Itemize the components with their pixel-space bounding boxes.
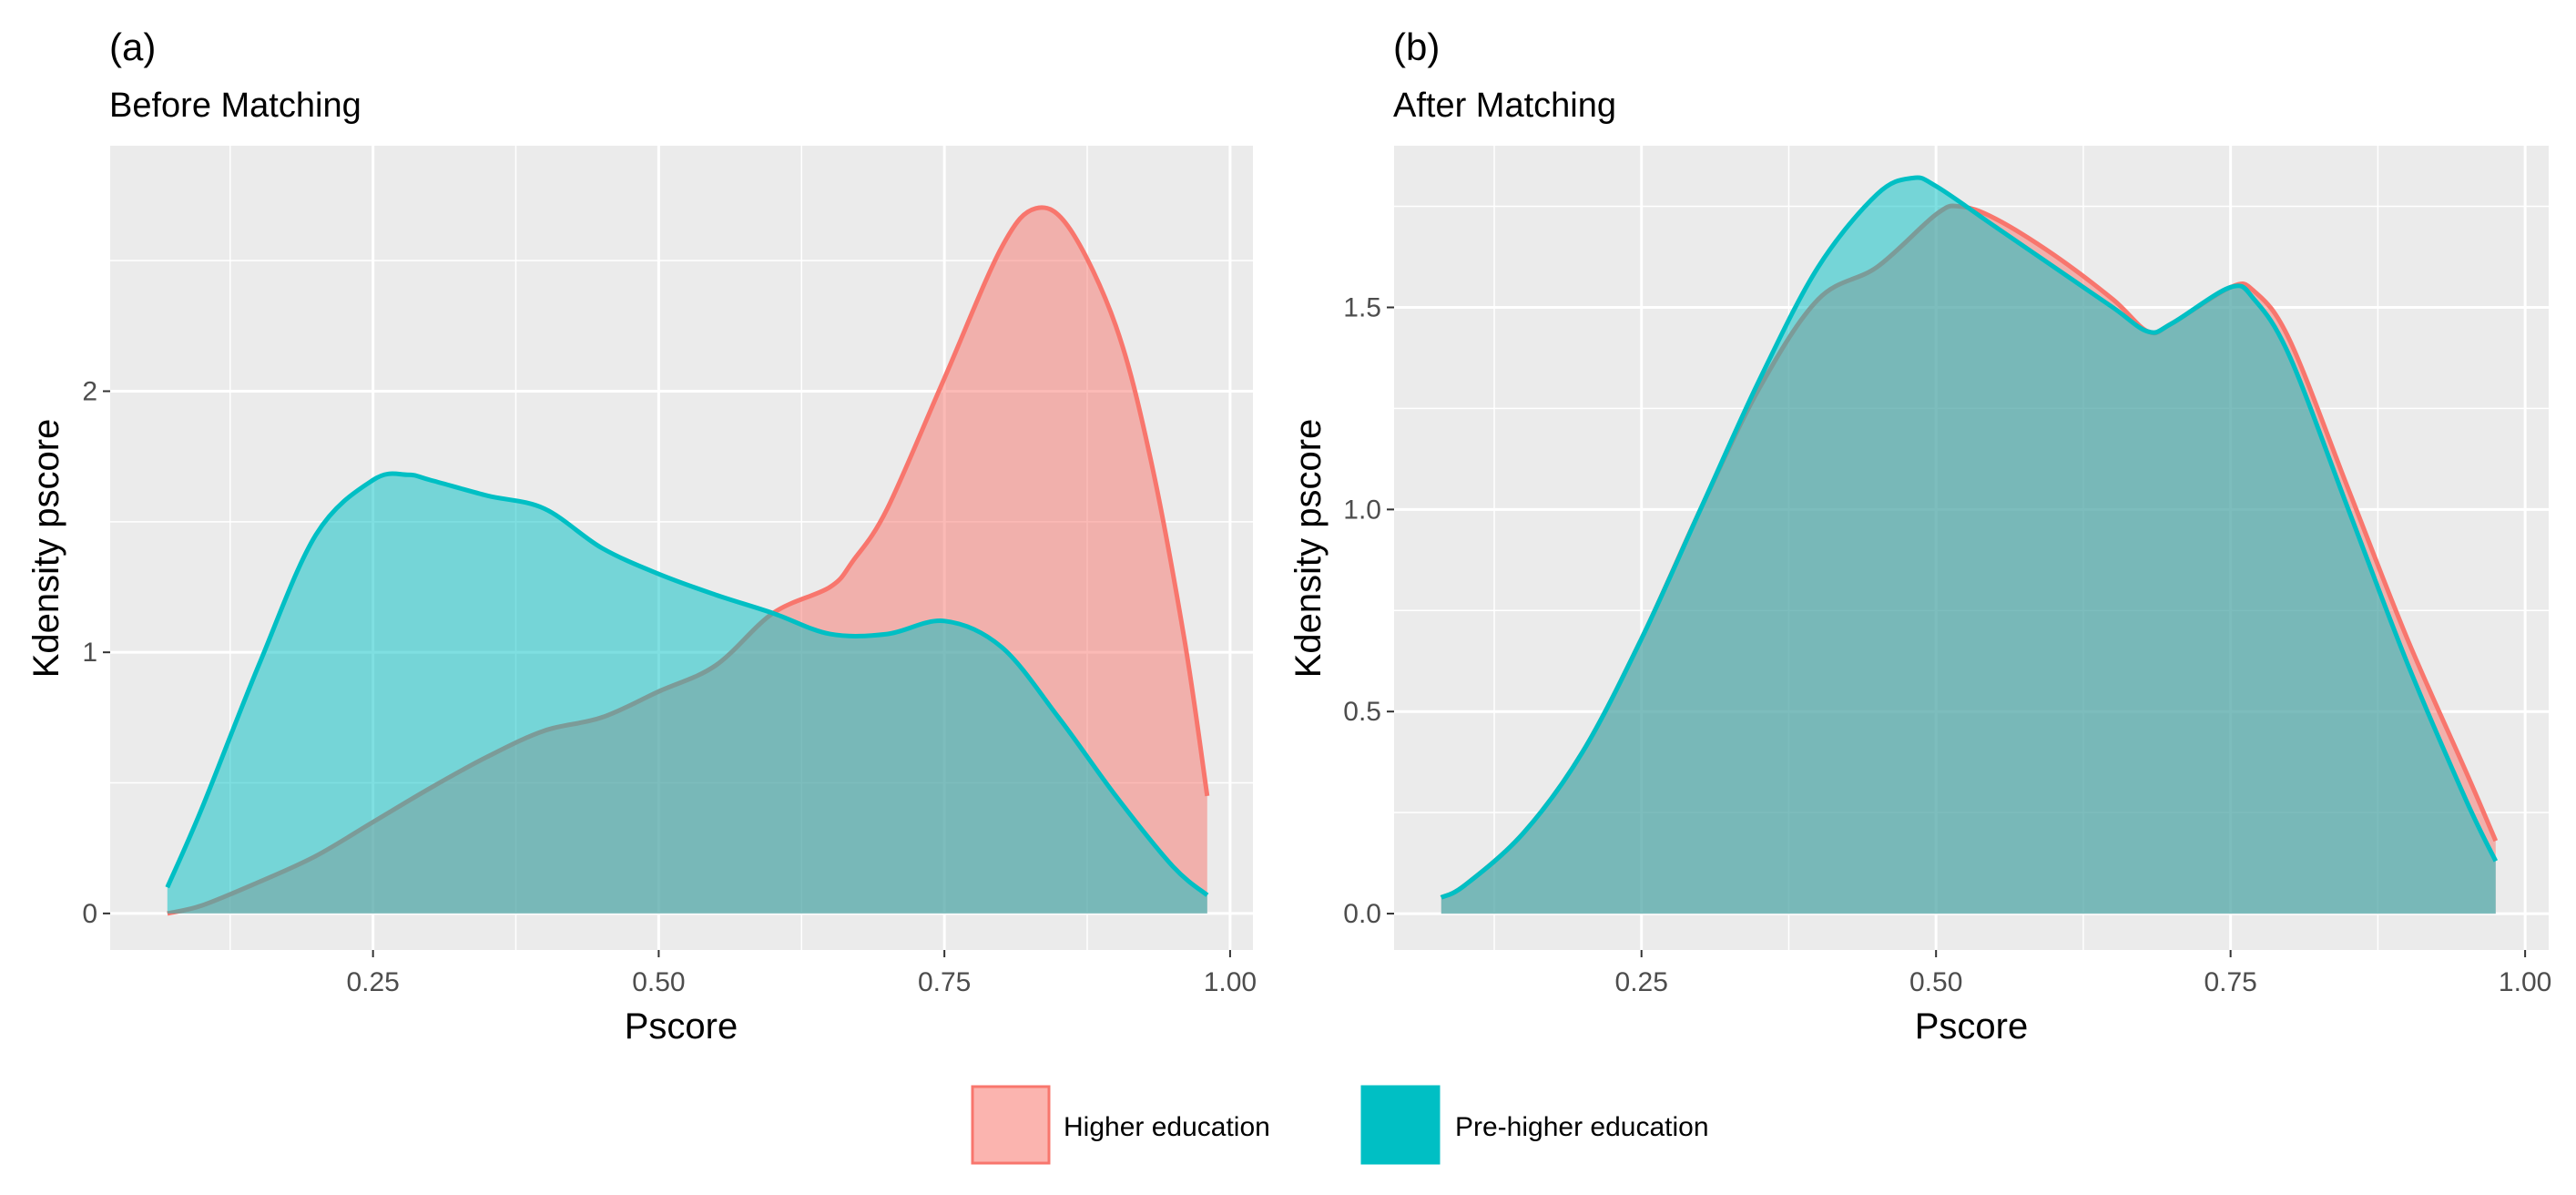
panel-b-x-axis-label: Pscore <box>1915 1006 2029 1047</box>
panel-b-x-tick-labels: 0.25 0.50 0.75 1.00 <box>1615 967 2552 997</box>
panel-a-x-tick-label: 1.00 <box>1204 967 1257 997</box>
panel-b-x-tick-label: 1.00 <box>2499 967 2551 997</box>
panel-a-y-tick-label: 1 <box>82 638 97 668</box>
panel-a-y-axis-label: Kdensity pscore <box>26 419 66 679</box>
panel-b-density-series <box>1440 175 2499 914</box>
panel-after-matching: (b) After Matching 0.25 0.50 0.75 1.00 0… <box>1288 26 2551 1047</box>
panel-a-density-series <box>165 205 1210 916</box>
legend-key-higher-education <box>971 1085 1051 1165</box>
legend-label-higher-education: Higher education <box>1064 1112 1270 1142</box>
panel-a-label: (a) <box>109 26 156 68</box>
panel-a-y-tick-labels: 0 1 2 <box>82 376 97 928</box>
pre-higher-education-density-area <box>167 473 1207 914</box>
panel-a-x-tick-labels: 0.25 0.50 0.75 1.00 <box>346 967 1257 997</box>
panel-b-y-tick-label: 1.0 <box>1343 495 1381 525</box>
legend: Higher education Pre-higher education <box>971 1085 1709 1165</box>
panel-a-x-tick-label: 0.25 <box>346 967 399 997</box>
panel-before-matching: (a) Before Matching 0.25 0.50 0.75 1.00 … <box>26 26 1257 1047</box>
panel-b-x-tick-label: 0.25 <box>1615 967 1668 997</box>
panel-a-title: Before Matching <box>109 87 361 125</box>
panel-a-y-ticks <box>103 390 110 914</box>
panel-a-x-axis-label: Pscore <box>625 1006 738 1047</box>
pre-higher-education-density-line <box>165 471 1209 897</box>
panel-b-y-axis-label: Kdensity pscore <box>1288 419 1329 679</box>
legend-label-pre-higher-education: Pre-higher education <box>1455 1112 1709 1142</box>
panel-a-y-tick-label: 2 <box>82 376 97 406</box>
panel-b-y-tick-labels: 0.0 0.5 1.0 1.5 <box>1343 292 1381 929</box>
pre-higher-education-density-area <box>1441 177 2496 914</box>
pre-higher-education-density-line <box>1440 175 2499 900</box>
panel-b-x-tick-label: 0.75 <box>2204 967 2256 997</box>
panel-b-title: After Matching <box>1393 87 1616 125</box>
panel-a-x-tick-label: 0.75 <box>918 967 971 997</box>
panel-b-label: (b) <box>1393 26 1440 68</box>
panel-b-y-ticks <box>1387 306 1394 915</box>
panel-b-x-ticks <box>1640 950 2527 957</box>
panel-b-x-tick-label: 0.50 <box>1909 967 1962 997</box>
panel-b-y-tick-label: 0.0 <box>1343 899 1381 929</box>
legend-key-pre-higher-education <box>1360 1085 1441 1165</box>
panel-b-y-tick-label: 0.5 <box>1343 697 1381 727</box>
panel-b-y-tick-label: 1.5 <box>1343 292 1381 322</box>
panel-a-x-tick-label: 0.50 <box>632 967 685 997</box>
panel-a-y-tick-label: 0 <box>82 899 97 929</box>
panel-a-x-ticks <box>372 950 1231 957</box>
